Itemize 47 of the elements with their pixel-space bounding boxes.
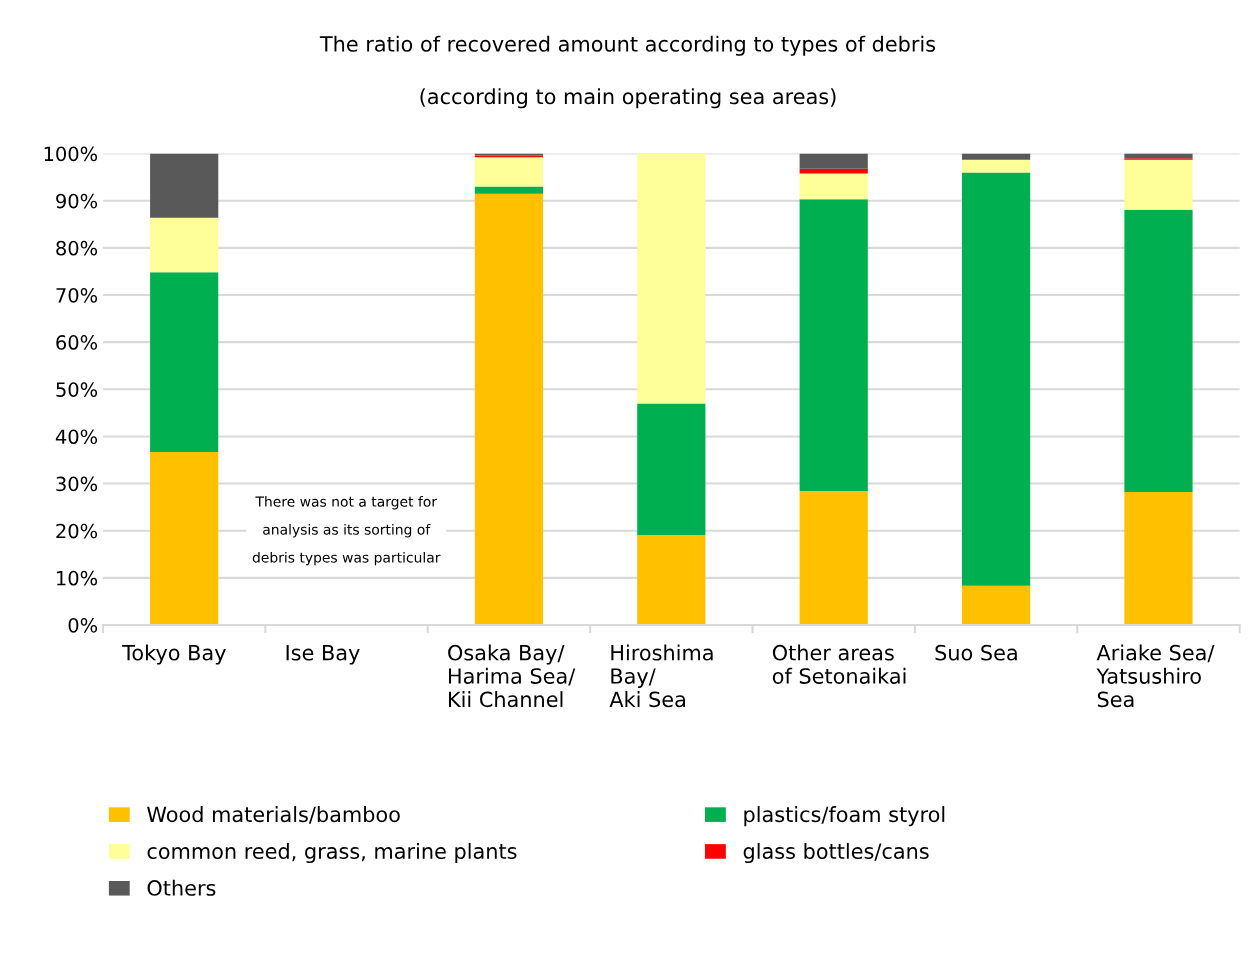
bar [150,451,219,625]
bar [799,173,868,200]
y-tick-label: 10% [57,570,98,586]
bar [1124,209,1193,493]
x-tick-label: Other areas of Setonaikai [772,644,906,684]
bar [150,153,219,218]
legend-label: common reed, grass, marine plants [147,842,517,864]
bar [1124,492,1193,625]
bar [474,157,544,187]
bar [637,403,706,535]
chart-title: The ratio of recovered amount according to types of debris [319,35,936,56]
legend-label: Others [147,879,216,896]
bar [962,585,1031,625]
y-tick-label: 20% [56,523,98,539]
bar [150,217,219,273]
bar [637,153,706,404]
legend-label: plastics/foam styrol [744,806,945,827]
annotation: There was not a target for analysis as its sorting of debris types was particular [252,496,441,566]
bar [637,534,706,625]
y-tick-label: 70% [56,287,98,303]
x-tick-label: Suo Sea [935,644,1017,661]
y-tick-label: 0% [68,617,98,633]
bar [962,153,1031,160]
bar [799,199,868,492]
legend-label: glass bottles/cans [743,842,929,864]
bar [962,172,1031,586]
chart-subtitle: (according to main operating sea areas) [420,88,836,109]
bar [799,153,868,169]
x-tick-label: Ariake Sea/ Yatsushiro Sea [1096,644,1215,708]
y-tick-label: 40% [55,429,98,445]
bar [474,186,544,194]
bar [962,159,1031,173]
y-tick-label: 60% [56,335,98,350]
y-tick-label: 100% [44,146,98,162]
bar [1124,159,1193,210]
x-tick-label: Osaka Bay/ Harima Sea/ Kii Channel [448,644,576,708]
x-tick-label: Ise Bay [286,645,360,665]
y-tick-label: 90% [56,193,98,209]
bar [150,272,219,452]
bar [799,491,868,625]
x-tick-label: Hiroshima Bay/ Aki Sea [609,644,713,708]
y-tick-label: 50% [56,382,98,397]
y-tick-label: 30% [56,476,98,492]
legend-label: Wood materials/bamboo [147,806,400,824]
x-tick-label: Tokyo Bay [122,644,226,665]
bar [474,193,544,625]
y-tick-label: 80% [56,240,98,256]
